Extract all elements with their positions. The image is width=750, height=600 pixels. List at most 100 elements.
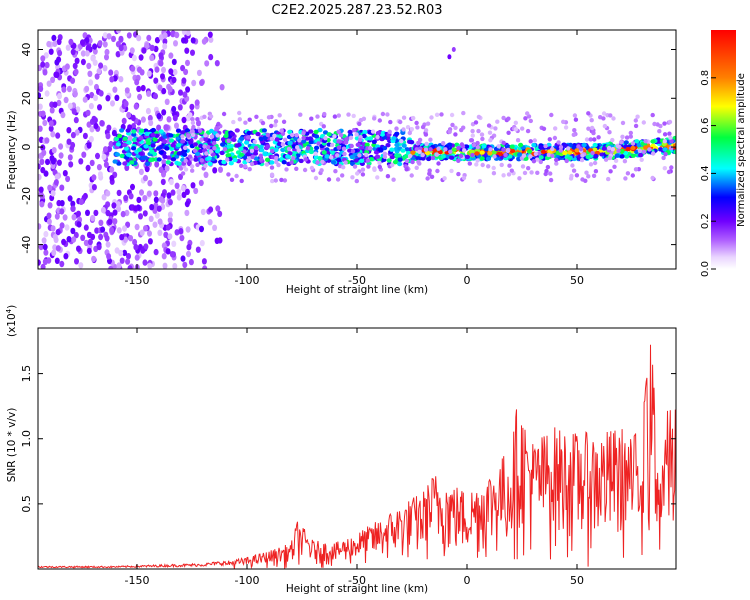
heatmap-cell-434 xyxy=(154,66,160,73)
heatmap-cell-2669 xyxy=(456,171,461,177)
heatmap-cell-2594 xyxy=(208,114,214,119)
heatmap-cell-321 xyxy=(172,68,178,76)
heatmap-cell-2047 xyxy=(371,139,377,144)
heatmap-cell-2632 xyxy=(298,112,303,117)
heatmap-cell-2281 xyxy=(332,134,337,139)
heatmap-cell-675 xyxy=(143,225,148,232)
heatmap-cell-2328 xyxy=(574,173,580,178)
snr-panel: -150 -100 -50 0 50 0.5 1.0 1.5 Height of strai… xyxy=(5,305,677,595)
heatmap-cell-2603 xyxy=(237,110,242,116)
heatmap-cell-369 xyxy=(43,52,49,59)
heatmap-cell-2167 xyxy=(375,154,381,159)
heatmap-cell-682 xyxy=(70,141,76,149)
heatmap-cell-2324 xyxy=(479,132,485,137)
heatmap-cell-463 xyxy=(182,91,188,98)
heatmap-cell-2509 xyxy=(470,133,475,138)
heatmap-cell-2230 xyxy=(669,138,674,144)
heatmap-cell-1649 xyxy=(156,157,162,162)
heatmap-cell-2259 xyxy=(603,157,609,162)
heatmap-cell-491 xyxy=(108,265,114,269)
heatmap-cell-786 xyxy=(184,200,190,208)
heatmap-cell-713 xyxy=(45,158,50,166)
heatmap-cell-260 xyxy=(68,161,74,168)
heatmap-cell-2654 xyxy=(425,176,430,181)
heatmap-cell-796 xyxy=(451,47,456,52)
heatmap-cell-2170 xyxy=(324,154,330,159)
heatmap-cell-1985 xyxy=(138,151,144,156)
heatmap-cell-448 xyxy=(55,228,61,236)
heatmap-cell-2319 xyxy=(199,158,204,163)
heatmap-cell-2614 xyxy=(641,149,647,154)
heatmap-cell-2175 xyxy=(386,158,392,163)
heatmap-cell-2506 xyxy=(190,132,196,138)
heatmap-cell-2427 xyxy=(243,164,248,169)
heatmap-cell-2459 xyxy=(628,130,633,136)
heatmap-cell-2592 xyxy=(424,141,429,147)
heatmap-cell-2180 xyxy=(464,154,470,160)
heatmap-cell-1546 xyxy=(232,157,238,163)
heatmap-cell-680 xyxy=(103,146,108,153)
heatmap-cell-2522 xyxy=(274,159,279,165)
heatmap-cell-739 xyxy=(169,251,175,258)
heatmap-cell-2360 xyxy=(486,164,491,169)
heatmap-cell-2555 xyxy=(315,114,320,119)
heatmap-cell-2061 xyxy=(168,133,174,138)
heatmap-cell-2636 xyxy=(570,163,575,168)
heatmap-cell-747 xyxy=(63,253,69,260)
heatmap-cell-718 xyxy=(122,225,127,232)
heatmap-cell-792 xyxy=(71,214,77,221)
spectrogram-y-ticks: -40 -20 0 20 40 xyxy=(20,43,676,254)
heatmap-cell-717 xyxy=(71,236,77,243)
heatmap-cell-673 xyxy=(125,258,131,265)
top-xtick-label-1: -100 xyxy=(235,274,260,287)
heatmap-cell-2423 xyxy=(206,145,211,150)
heatmap-cell-2292 xyxy=(488,147,493,152)
heatmap-cell-2688 xyxy=(586,174,591,179)
heatmap-cell-524 xyxy=(181,116,187,124)
heatmap-cell-521 xyxy=(73,231,79,239)
heatmap-cell-723 xyxy=(111,202,117,209)
heatmap-cell-2262 xyxy=(409,173,414,178)
heatmap-cell-652 xyxy=(187,112,193,119)
heatmap-cell-740 xyxy=(147,230,152,237)
heatmap-cell-292 xyxy=(191,79,197,87)
heatmap-cell-474 xyxy=(199,79,205,87)
heatmap-cell-1662 xyxy=(298,158,304,164)
heatmap-cell-490 xyxy=(149,204,155,211)
heatmap-cell-1524 xyxy=(226,153,232,158)
heatmap-cell-535 xyxy=(146,34,152,42)
heatmap-cell-126 xyxy=(147,114,153,122)
heatmap-cell-2434 xyxy=(354,178,359,184)
heatmap-cell-2303 xyxy=(316,141,321,146)
heatmap-cell-2529 xyxy=(547,137,552,142)
heatmap-cell-2210 xyxy=(529,170,534,175)
heatmap-cell-2666 xyxy=(225,157,230,162)
heatmap-cell-2462 xyxy=(612,164,617,169)
heatmap-cell-2628 xyxy=(607,130,612,135)
heatmap-cell-2545 xyxy=(602,123,608,129)
heatmap-cell-382 xyxy=(174,182,180,189)
heatmap-cell-2366 xyxy=(624,135,630,140)
heatmap-cell-558 xyxy=(167,86,173,93)
heatmap-cell-2034 xyxy=(180,139,186,144)
heatmap-cell-2596 xyxy=(415,125,420,130)
heatmap-cell-741 xyxy=(86,62,92,70)
heatmap-cell-161 xyxy=(50,76,56,84)
heatmap-cell-2071 xyxy=(410,150,416,155)
heatmap-cell-782 xyxy=(84,85,90,93)
heatmap-cell-2226 xyxy=(453,132,458,137)
heatmap-cell-579 xyxy=(144,42,150,49)
heatmap-cell-374 xyxy=(165,224,171,231)
heatmap-cell-316 xyxy=(109,166,115,173)
heatmap-cell-674 xyxy=(106,33,112,40)
heatmap-cell-526 xyxy=(78,198,84,205)
heatmap-cell-2399 xyxy=(357,153,362,158)
heatmap-cell-443 xyxy=(123,100,129,108)
heatmap-cell-2268 xyxy=(507,163,512,168)
heatmap-cell-2258 xyxy=(351,128,357,133)
heatmap-cell-2267 xyxy=(436,146,441,151)
heatmap-cell-2373 xyxy=(506,116,511,121)
heatmap-cell-344 xyxy=(140,116,146,123)
heatmap-cell-2400 xyxy=(357,121,362,127)
